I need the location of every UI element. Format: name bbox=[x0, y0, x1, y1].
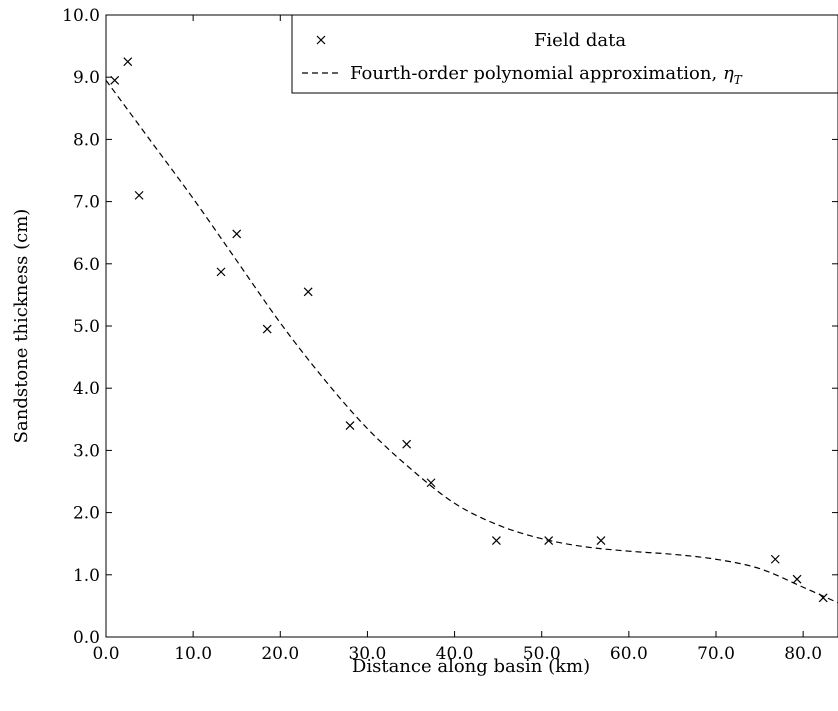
legend-box bbox=[291, 14, 838, 94]
y-tick-label: 3.0 bbox=[73, 441, 100, 461]
y-tick-label: 2.0 bbox=[73, 504, 100, 524]
data-point bbox=[426, 478, 436, 488]
x-tick-label: 30.0 bbox=[348, 644, 386, 664]
data-point bbox=[596, 536, 606, 546]
data-point bbox=[123, 57, 133, 67]
plot-frame bbox=[105, 14, 838, 638]
data-point bbox=[402, 439, 412, 449]
legend-label-polynomial: Fourth-order polynomial approximation, η… bbox=[350, 63, 743, 87]
data-point bbox=[232, 229, 242, 239]
x-tick-label: 40.0 bbox=[436, 644, 474, 664]
axis-ticks bbox=[105, 14, 838, 638]
x-axis-title: Distance along basin (km) bbox=[352, 656, 590, 677]
y-tick-label: 10.0 bbox=[62, 6, 100, 26]
data-point bbox=[792, 574, 802, 584]
y-tick-label: 4.0 bbox=[73, 379, 100, 399]
data-point bbox=[770, 554, 780, 564]
data-point bbox=[345, 421, 355, 430]
x-tick-label: 60.0 bbox=[610, 644, 648, 664]
y-tick-label: 5.0 bbox=[73, 317, 100, 337]
x-tick-label: 0.0 bbox=[92, 644, 119, 664]
y-tick-label: 6.0 bbox=[73, 255, 100, 275]
legend-label-field-data: Field data bbox=[534, 30, 626, 51]
legend: Field data Fourth-order polynomial appro… bbox=[291, 14, 838, 94]
polynomial-fit-line bbox=[105, 79, 838, 604]
data-point bbox=[303, 287, 313, 297]
fit-curve-group bbox=[105, 79, 838, 604]
data-point bbox=[262, 324, 272, 334]
legend-marker-field-data bbox=[316, 35, 326, 45]
y-axis-title: Sandstone thickness (cm) bbox=[11, 209, 32, 444]
y-tick-label: 9.0 bbox=[73, 68, 100, 88]
data-point bbox=[216, 267, 226, 277]
data-point bbox=[544, 536, 554, 546]
y-tick-label: 0.0 bbox=[73, 628, 100, 648]
data-points-group bbox=[110, 57, 828, 603]
y-tick-label: 1.0 bbox=[73, 566, 100, 586]
x-tick-label: 20.0 bbox=[261, 644, 299, 664]
x-tick-label: 50.0 bbox=[523, 644, 561, 664]
data-point bbox=[110, 75, 120, 85]
y-tick-label: 8.0 bbox=[73, 130, 100, 150]
data-point bbox=[491, 536, 501, 546]
data-point bbox=[134, 190, 144, 200]
x-tick-label: 70.0 bbox=[697, 644, 735, 664]
x-tick-label: 80.0 bbox=[784, 644, 822, 664]
axis-tick-labels: 0.0 10.0 20.0 30.0 40.0 50.0 60.0 70.0 80.0 0.0 1.… bbox=[62, 6, 822, 664]
data-point bbox=[818, 593, 828, 603]
x-tick-label: 10.0 bbox=[174, 644, 212, 664]
y-tick-label: 7.0 bbox=[73, 193, 100, 213]
